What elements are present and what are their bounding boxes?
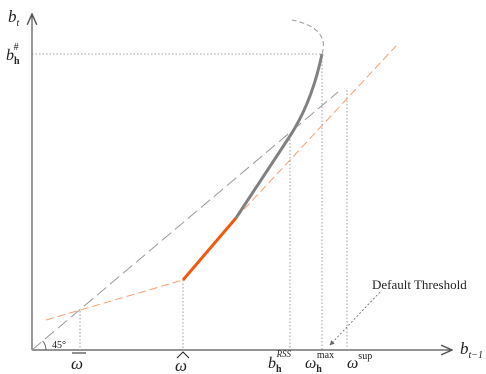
y-axis-label: bt [8, 7, 20, 29]
gray-curve [234, 53, 324, 219]
angle-label: 45° [52, 340, 66, 351]
omega-bar-label: ω [71, 354, 83, 373]
omega-max-label: ωhmax [305, 350, 334, 374]
dashed-top-curve [291, 19, 324, 55]
45-degree-line [31, 91, 339, 351]
orange-dashed-upper [235, 45, 397, 219]
omega-hat-label: ω [175, 356, 187, 374]
orange-dashed-left [45, 279, 184, 321]
default-threshold-label: Default Threshold [372, 277, 467, 292]
b-rss-label: bhRSS [268, 349, 292, 374]
default-threshold-pointer [329, 291, 381, 346]
orange-solid-segment [181, 217, 238, 281]
omega-sup-label: ωsup [347, 351, 372, 372]
x-axis-label: bt−1 [460, 339, 483, 361]
angle-arc [42, 340, 47, 351]
b-hash-label: bh# [6, 42, 20, 67]
omega-hat-caret [176, 351, 190, 359]
